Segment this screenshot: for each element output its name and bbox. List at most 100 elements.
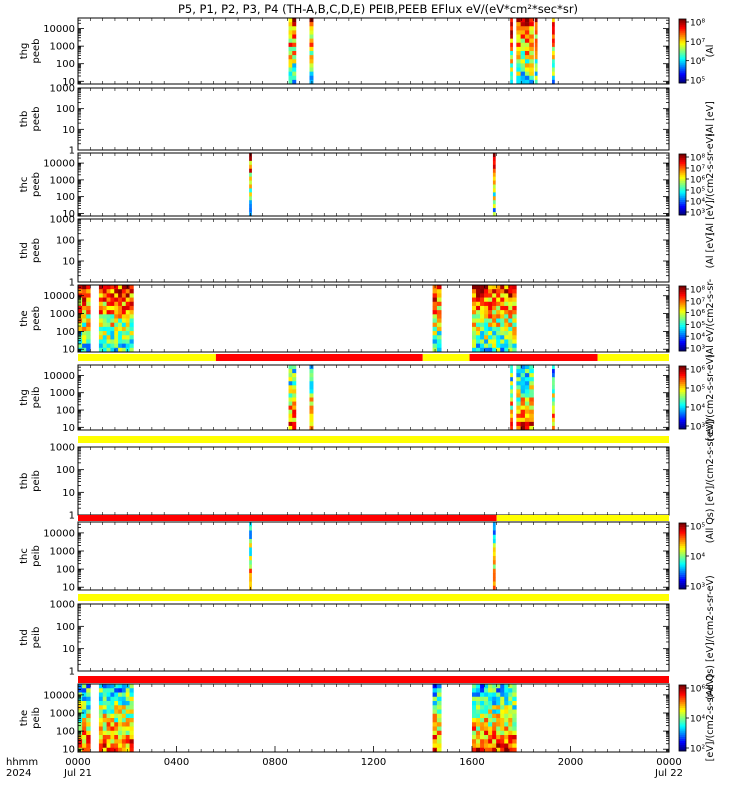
spectrogram-cell <box>512 347 517 353</box>
spectrogram-cell <box>504 743 509 749</box>
spectrogram-cell <box>510 401 513 406</box>
colorbar-tick-label: 10⁷ <box>690 38 705 48</box>
spectrogram-cell <box>516 377 521 382</box>
y-axis-label-line: peib <box>31 470 42 492</box>
spectrogram-cell <box>309 18 314 23</box>
spectrogram-cell <box>98 293 104 298</box>
spectrogram-cell <box>484 331 489 336</box>
spectrogram-cell <box>102 318 107 323</box>
spectrogram-cell <box>492 684 497 689</box>
spectrogram-cell <box>480 293 485 298</box>
spectrogram-cell <box>492 564 496 570</box>
spectrogram-cell <box>118 696 123 702</box>
spectrogram-cell <box>480 722 485 727</box>
spectrogram-cell <box>309 63 314 68</box>
spectrogram-cell <box>292 22 297 27</box>
spectrogram-cell <box>552 373 555 378</box>
spectrogram-cell <box>534 34 538 39</box>
spectrogram-cell <box>516 59 521 64</box>
panel-frame <box>77 683 670 753</box>
colorbar-step <box>679 322 686 325</box>
spectrogram-cell <box>488 297 493 303</box>
spectrogram-cell <box>492 160 496 166</box>
spectrogram-cell <box>529 55 534 60</box>
spectrogram-cell <box>118 684 123 689</box>
spectrogram-cell <box>249 539 252 544</box>
spectrogram-cell <box>121 743 127 749</box>
spectrogram-cell <box>488 318 493 323</box>
spectrogram-cell <box>121 705 127 710</box>
mode-bar <box>78 515 670 521</box>
colorbar-step <box>679 304 686 307</box>
spectrogram-cell <box>512 747 517 753</box>
spectrogram-cell <box>125 293 130 298</box>
spectrogram-cell <box>524 63 530 68</box>
spectrogram-cell <box>436 310 442 315</box>
spectrogram-cell <box>118 322 123 328</box>
spectrogram-cell <box>82 289 87 294</box>
spectrogram-cell <box>508 692 513 698</box>
spectrogram-cell <box>288 385 293 390</box>
spectrogram-cell <box>249 192 252 197</box>
spectrogram-cell <box>121 318 127 323</box>
spectrogram-cell <box>432 305 438 311</box>
colorbar-step <box>679 338 686 342</box>
colorbar-step <box>679 300 686 303</box>
colorbar-tick-label: 10⁸ <box>690 286 705 296</box>
colorbar-step <box>679 537 686 540</box>
spectrogram-cell <box>125 726 130 732</box>
spectrogram-cell <box>552 377 555 382</box>
spectrogram-cell <box>288 413 293 419</box>
spectrogram-cell <box>106 688 111 693</box>
colorbar-step <box>679 401 686 404</box>
spectrogram-cell <box>529 393 534 398</box>
spectrogram-cell <box>492 722 497 727</box>
spectrogram-cell <box>98 343 104 349</box>
spectrogram-cell <box>432 701 438 706</box>
spectrogram-cell <box>504 301 509 307</box>
spectrogram-cell <box>510 381 513 386</box>
colorbar-step <box>679 728 686 731</box>
spectrogram-cell <box>508 314 513 319</box>
spectrogram-cell <box>500 747 505 753</box>
spectrogram-cell <box>121 331 127 336</box>
colorbar-step <box>679 33 686 36</box>
spectrogram-cell <box>86 722 91 727</box>
spectrogram-cell <box>78 339 83 344</box>
spectrogram-interval <box>552 365 555 431</box>
spectrogram-cell <box>110 722 115 727</box>
panel-frame <box>77 364 670 431</box>
colorbar-step <box>679 582 686 586</box>
colorbar-tick-label: 10⁷ <box>690 165 705 175</box>
spectrogram-cell <box>484 293 489 298</box>
spectrogram-cell <box>529 22 534 27</box>
spectrogram-cell <box>78 709 83 715</box>
spectrogram-cell <box>292 79 297 85</box>
spectrogram-cell <box>82 713 87 719</box>
spectrogram-cell <box>125 705 130 710</box>
spectrogram-cell <box>125 347 130 353</box>
spectrogram-cell <box>118 331 123 336</box>
spectrogram-cell <box>510 425 513 431</box>
colorbar-step <box>679 685 686 688</box>
spectrogram-cell <box>480 718 485 723</box>
spectrogram-cell <box>476 318 481 323</box>
spectrogram-cell <box>500 289 505 294</box>
spectrogram-cell <box>480 305 485 311</box>
spectrogram-cell <box>492 326 497 332</box>
spectrogram-cell <box>512 688 517 693</box>
hhmm-label: hhmm <box>6 757 38 768</box>
spectrogram-cell <box>292 381 297 386</box>
spectrogram-cell <box>472 722 477 727</box>
spectrogram-cell <box>516 421 521 427</box>
spectrogram-cell <box>309 421 314 427</box>
colorbar-step <box>679 23 686 26</box>
spectrogram-cell <box>508 684 513 689</box>
spectrogram-cell <box>110 735 115 740</box>
spectrogram-cell <box>436 305 442 311</box>
spectrogram-cell <box>492 577 496 582</box>
spectrogram-cell <box>436 335 442 340</box>
spectrogram-cell <box>86 718 91 723</box>
